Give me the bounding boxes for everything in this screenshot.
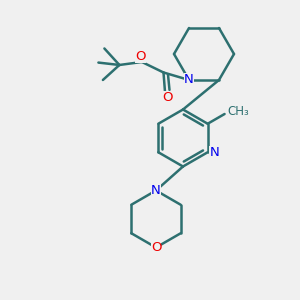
Text: N: N <box>151 184 161 197</box>
Text: CH₃: CH₃ <box>227 105 249 118</box>
Text: O: O <box>151 241 161 254</box>
Text: O: O <box>162 91 173 104</box>
Text: N: N <box>184 74 194 86</box>
Text: N: N <box>209 146 219 159</box>
Text: O: O <box>135 50 146 63</box>
